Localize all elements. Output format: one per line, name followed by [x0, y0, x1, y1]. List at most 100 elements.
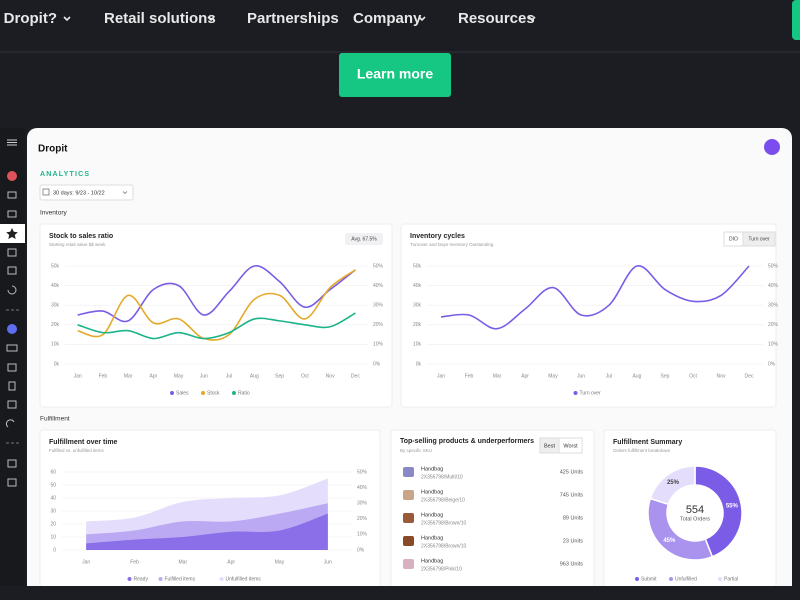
y2-tick-label: 20% [373, 322, 384, 328]
legend-label: Stock [207, 390, 220, 396]
y-tick-label: 0 [53, 547, 56, 553]
sidebar-icon[interactable] [7, 478, 17, 487]
card-title: Fulfillment Summary [613, 439, 682, 446]
y2-tick-label: 0% [768, 361, 776, 367]
y2-tick-label: 40% [357, 485, 368, 491]
legend-label: Ready [134, 576, 149, 582]
sidebar-icon[interactable] [6, 344, 18, 352]
slice-label: 25% [667, 480, 680, 486]
x-tick-label: Oct [689, 373, 697, 379]
line-series [77, 269, 356, 341]
card-title: Fulfillment over time [49, 439, 118, 446]
product-units: 23 Units [563, 538, 583, 544]
x-tick-label: Aug [633, 373, 642, 379]
x-tick-label: Jan [74, 373, 82, 379]
donut-total-label: Total Orders [680, 516, 710, 522]
sidebar-icon[interactable] [7, 459, 17, 468]
nav-item[interactable]: Why Dropit? [0, 10, 57, 27]
x-tick-label: Apr [521, 373, 529, 379]
y2-tick-label: 20% [357, 516, 368, 522]
menu-icon[interactable] [7, 139, 17, 146]
legend-swatch [635, 577, 639, 581]
y2-tick-label: 30% [768, 303, 779, 309]
star-icon [6, 228, 18, 239]
legend-label: Submit [641, 576, 657, 582]
sidebar-icon[interactable] [7, 191, 17, 199]
product-name: Handbag [421, 466, 443, 472]
donut-slice [649, 465, 696, 506]
y-tick-label: 10k [51, 342, 60, 348]
y-tick-label: 20k [413, 322, 422, 328]
y-tick-label: 40k [51, 283, 60, 289]
toggle-button[interactable] [742, 231, 776, 247]
nav-item[interactable]: Company [353, 10, 422, 27]
x-tick-label: Mar [124, 373, 133, 379]
x-tick-label: May [548, 373, 558, 379]
x-tick-label: Nov [717, 373, 726, 379]
donut-total: 554 [686, 504, 704, 516]
legend-label: Partial [724, 576, 738, 582]
y2-tick-label: 40% [373, 283, 384, 289]
product-thumb [403, 513, 414, 523]
card [39, 223, 393, 408]
sidebar-icon[interactable] [7, 285, 17, 295]
nav-cta-edge[interactable] [792, 0, 800, 40]
date-range[interactable]: 30 days: 9/23 - 10/22 [53, 190, 105, 196]
sidebar-icon[interactable] [7, 266, 17, 275]
product-sku: 2X356798/Beige/10 [421, 497, 465, 503]
y2-tick-label: 50% [357, 469, 368, 475]
y2-tick-label: 0% [373, 361, 381, 367]
legend-swatch [170, 391, 174, 395]
sidebar-icon[interactable] [7, 400, 17, 409]
sidebar-icon[interactable] [7, 210, 17, 218]
y-tick-label: 20k [51, 322, 60, 328]
x-tick-label: Sep [275, 373, 284, 379]
card-subtitle: Fulfilled vs. unfulfilled items [49, 448, 105, 453]
chevron [122, 191, 128, 194]
y2-tick-label: 10% [768, 342, 779, 348]
nav-item[interactable]: Resources [458, 10, 535, 27]
nav-item[interactable]: Partnerships [247, 10, 339, 27]
y-tick-label: 0k [54, 361, 60, 367]
sidebar-icon[interactable] [5, 419, 15, 428]
y-tick-label: 40k [413, 283, 422, 289]
y-tick-label: 50k [413, 263, 422, 269]
product-thumb [403, 467, 414, 477]
sidebar-icon[interactable] [8, 381, 16, 391]
toggle-label: Turn over [748, 236, 770, 242]
toggle-button[interactable] [558, 437, 583, 454]
legend-swatch [718, 577, 722, 581]
sidebar-icon[interactable] [7, 248, 17, 257]
y2-tick-label: 30% [357, 501, 368, 507]
x-tick-label: Jan [437, 373, 445, 379]
x-tick-label: Mar [179, 559, 188, 565]
y-tick-label: 10k [413, 342, 422, 348]
y-tick-label: 30k [51, 303, 60, 309]
cta-label[interactable]: Learn more [357, 66, 433, 82]
sidebar-icon[interactable] [7, 363, 17, 372]
toggle-label[interactable]: Worst [563, 443, 578, 449]
chevrons [63, 16, 536, 22]
donut-slice [694, 465, 743, 558]
x-tick-label: May [174, 373, 184, 379]
x-tick-label: Sep [661, 373, 670, 379]
x-tick-label: Oct [301, 373, 309, 379]
slice-label: 55% [726, 504, 739, 510]
nav-item[interactable]: Retail solutions [104, 10, 216, 27]
date-picker[interactable] [39, 184, 134, 201]
toggle-label[interactable]: Best [544, 443, 555, 449]
legend-label: Unfulfilled [675, 576, 697, 582]
product-sku: 2X356798/Brown/10 [421, 543, 467, 549]
cta-button[interactable] [339, 53, 451, 97]
legend-label: Sales [176, 390, 189, 396]
toggle-label: DIO [729, 236, 738, 242]
legend-label: Ratio [238, 390, 250, 396]
sidebar-icon[interactable] [7, 171, 17, 181]
x-tick-label: Dec [351, 373, 360, 379]
y-tick-label: 30k [413, 303, 422, 309]
sidebar-icon[interactable] [7, 324, 17, 334]
legend-label: Turn over [580, 390, 602, 396]
avatar[interactable] [764, 139, 780, 155]
sidebar [0, 128, 25, 588]
logo: Dropit [38, 144, 68, 155]
